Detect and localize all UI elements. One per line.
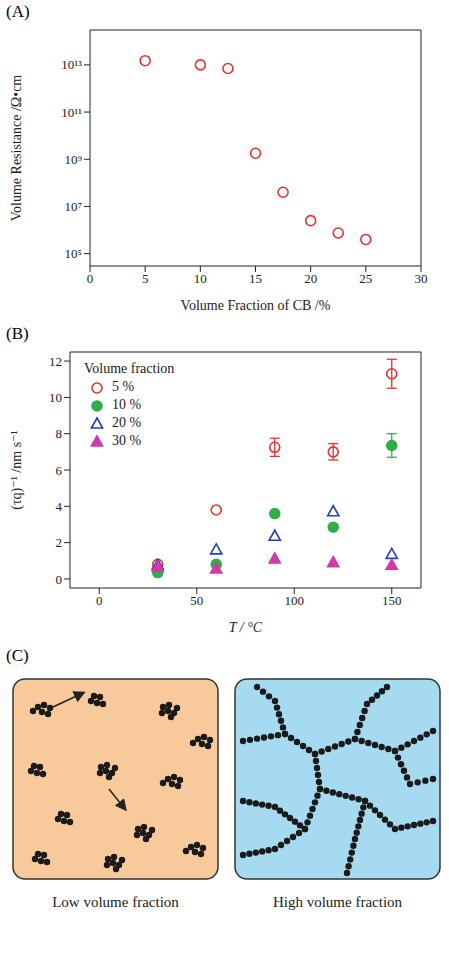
html-text:30 %: 30 % bbox=[112, 433, 142, 448]
svg-text:Volume Resistance /Ω•cm: Volume Resistance /Ω•cm bbox=[9, 75, 24, 222]
svg-text:25: 25 bbox=[359, 271, 372, 286]
html-text:(B): (B) bbox=[6, 324, 29, 343]
svg-text:30: 30 bbox=[415, 271, 428, 286]
svg-text:Volume Fraction of CB /%: Volume Fraction of CB /% bbox=[181, 298, 331, 313]
svg-text:6: 6 bbox=[56, 463, 63, 478]
svg-text:8: 8 bbox=[56, 426, 63, 441]
html-text:5 %: 5 % bbox=[112, 379, 135, 394]
html-text:(C): (C) bbox=[6, 646, 29, 665]
svg-text:10¹¹: 10¹¹ bbox=[61, 105, 82, 120]
svg-text:10: 10 bbox=[194, 271, 207, 286]
svg-text:0: 0 bbox=[56, 572, 63, 587]
svg-text:50: 50 bbox=[190, 593, 203, 608]
html-text:High volume fraction: High volume fraction bbox=[272, 894, 403, 910]
svg-text:10⁷: 10⁷ bbox=[64, 199, 82, 214]
html-text:Volume fraction: Volume fraction bbox=[84, 361, 175, 376]
svg-text:5: 5 bbox=[142, 271, 149, 286]
svg-text:10⁹: 10⁹ bbox=[64, 152, 82, 167]
html-text:(A): (A) bbox=[6, 2, 30, 21]
svg-text:T / °C: T / °C bbox=[229, 620, 263, 635]
svg-text:20: 20 bbox=[304, 271, 317, 286]
svg-text:150: 150 bbox=[382, 593, 402, 608]
svg-text:0: 0 bbox=[87, 271, 94, 286]
svg-text:4: 4 bbox=[56, 499, 63, 514]
html-text:20 %: 20 % bbox=[112, 415, 142, 430]
svg-text:15: 15 bbox=[249, 271, 262, 286]
svg-text:100: 100 bbox=[285, 593, 305, 608]
svg-text:10⁵: 10⁵ bbox=[64, 246, 82, 261]
svg-text:(τq)⁻¹ /nm s⁻¹: (τq)⁻¹ /nm s⁻¹ bbox=[9, 430, 25, 509]
html-text:10 %: 10 % bbox=[112, 397, 142, 412]
svg-text:12: 12 bbox=[49, 354, 62, 369]
svg-text:0: 0 bbox=[96, 593, 103, 608]
svg-text:10: 10 bbox=[49, 390, 62, 405]
svg-text:2: 2 bbox=[56, 535, 63, 550]
svg-text:10¹³: 10¹³ bbox=[61, 57, 82, 72]
html-text:Low volume fraction: Low volume fraction bbox=[52, 894, 179, 910]
